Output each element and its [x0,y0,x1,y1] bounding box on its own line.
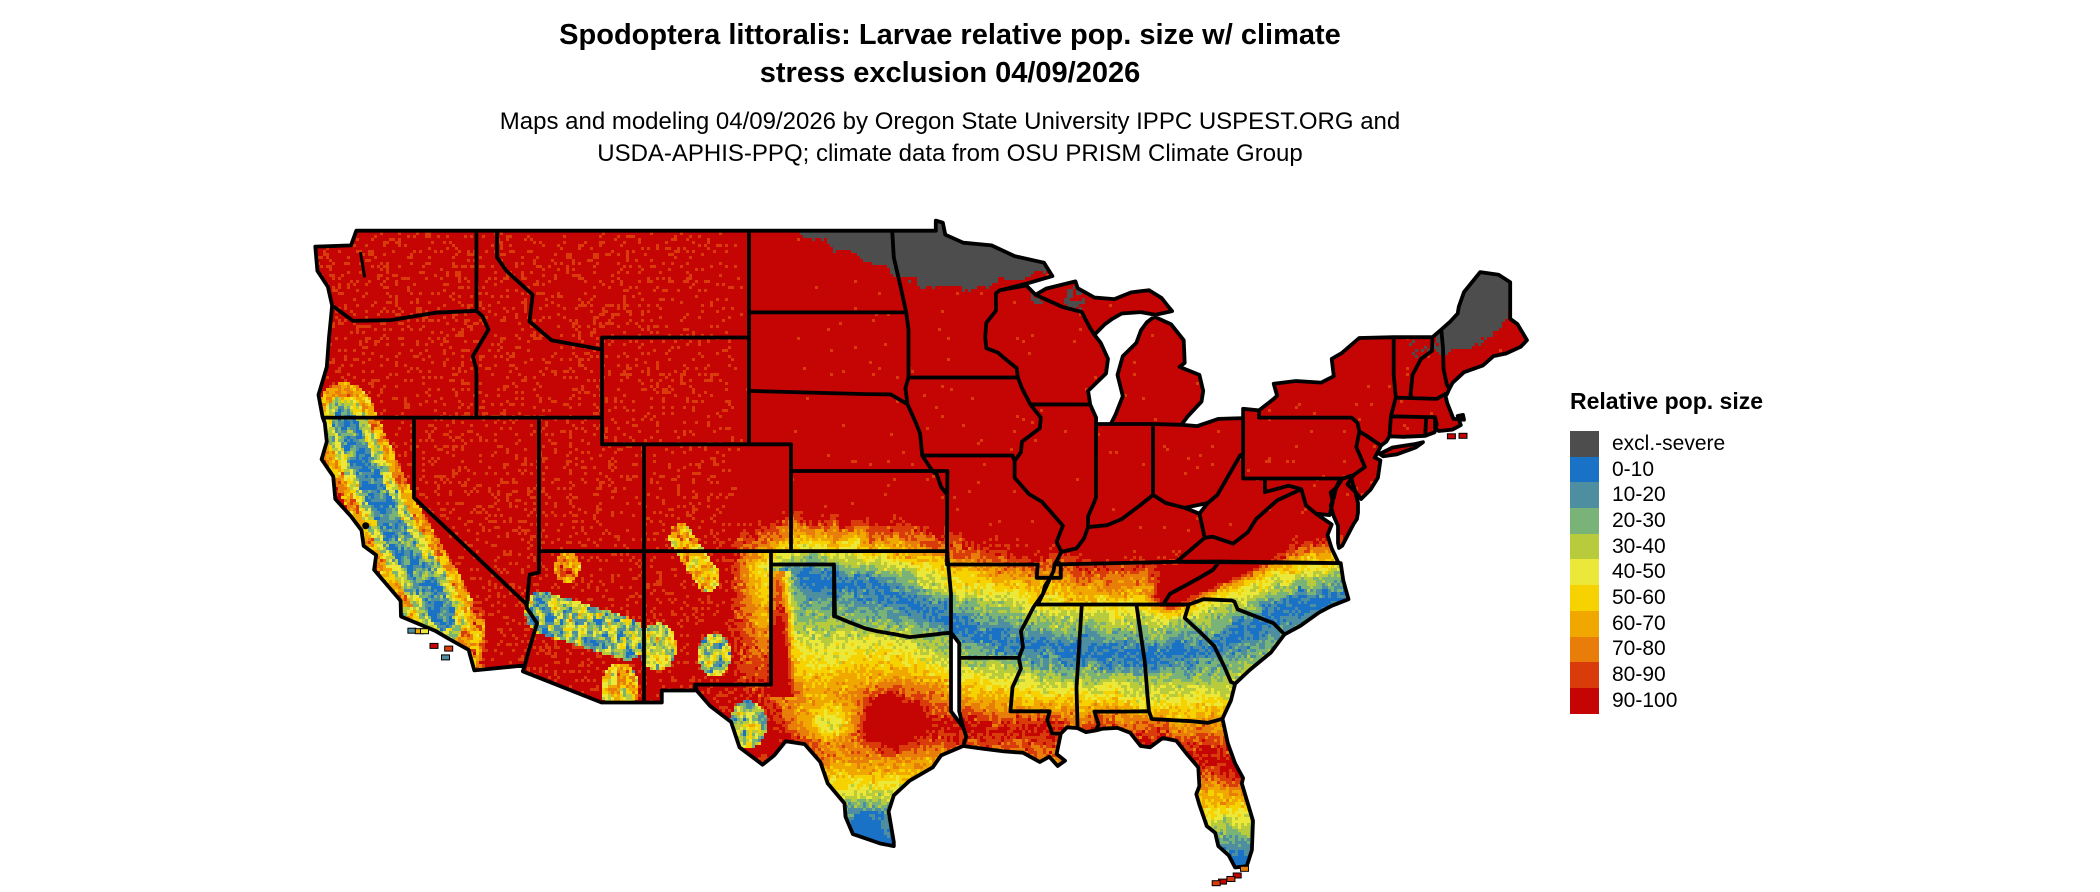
legend-swatch [1570,662,1599,688]
island-mark [407,627,417,634]
puget-sound-mark [358,251,367,278]
legend-swatch [1570,636,1599,663]
legend-swatch [1570,585,1599,611]
legend-swatch [1570,610,1599,637]
legend-label: 30-40 [1612,534,1666,558]
island-mark [1446,433,1456,440]
legend-entry: 90-100 [1570,687,1763,714]
legend-swatch [1570,508,1599,534]
legend-entry: 80-90 [1570,662,1763,688]
map-subtitle: Maps and modeling 04/09/2026 by Oregon S… [250,106,1650,170]
legend: Relative pop. size excl.-severe 0-10 10-20… [1570,388,1763,714]
map-subtitle-line2: USDA-APHIS-PPQ; climate data from OSU PR… [597,140,1303,167]
sf-bay-mark [362,522,370,530]
legend-label: 40-50 [1612,560,1666,584]
legend-entry: excl.-severe [1570,431,1763,457]
legend-entry: 40-50 [1570,559,1763,586]
island-mark [1458,432,1468,439]
legend-rows: excl.-severe 0-10 10-20 20-30 30-40 40-50 50-6… [1570,431,1763,714]
island-mark [444,645,454,652]
legend-title: Relative pop. size [1570,388,1764,414]
legend-label: 10-20 [1612,483,1666,507]
legend-label: 90-100 [1612,688,1678,712]
island-mark [441,654,450,661]
legend-label: excl.-severe [1612,431,1726,455]
map-title-line1: Spodoptera littoralis: Larvae relative p… [559,19,1341,51]
map-title-line2: stress exclusion 04/09/2026 [759,57,1141,89]
titleblock: Spodoptera littoralis: Larvae relative p… [250,16,1650,170]
legend-entry: 50-60 [1570,585,1763,611]
legend-label: 70-80 [1612,637,1666,661]
legend-entry: 0-10 [1570,456,1763,483]
legend-label: 60-70 [1612,611,1666,635]
legend-swatch [1570,482,1599,509]
state-borders [313,218,1529,870]
legend-swatch [1570,687,1599,714]
legend-swatch [1570,431,1599,457]
legend-label: 50-60 [1612,585,1666,609]
legend-entry: 20-30 [1570,508,1763,534]
legend-swatch [1570,456,1599,483]
legend-entry: 30-40 [1570,533,1763,560]
island-mark [429,642,439,649]
legend-swatch [1570,533,1599,560]
island-mark [1240,865,1249,872]
legend-entry: 10-20 [1570,482,1763,509]
legend-label: 80-90 [1612,663,1666,687]
legend-entry: 60-70 [1570,610,1763,637]
legend-swatch [1570,559,1599,586]
legend-label: 0-10 [1612,457,1655,481]
island-mark [420,628,429,635]
legend-entry: 70-80 [1570,636,1763,663]
island-mark [1232,872,1242,879]
legend-label: 20-30 [1612,508,1666,532]
map-subtitle-line1: Maps and modeling 04/09/2026 by Oregon S… [499,108,1401,135]
island-mark [1226,876,1236,882]
island-mark [1211,880,1221,887]
